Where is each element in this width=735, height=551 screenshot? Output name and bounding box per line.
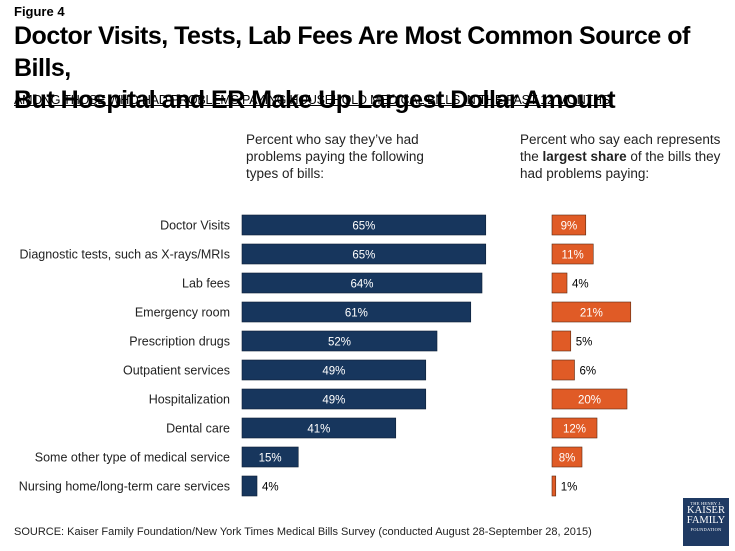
left-bar (241, 243, 487, 265)
left-bar (241, 446, 299, 468)
right-header-pre: Percent who say each represents the (520, 132, 721, 164)
left-value-label: 49% (322, 366, 345, 378)
right-header-bold: largest share (542, 149, 627, 164)
left-bar (241, 388, 427, 410)
left-value-label: 49% (322, 395, 345, 407)
left-bar (241, 214, 487, 236)
right-value-label: 5% (576, 337, 593, 349)
logo-line-4: FOUNDATION (690, 527, 722, 532)
category-label: Hospitalization (149, 393, 230, 407)
right-value-label: 1% (561, 482, 578, 494)
right-bar (551, 301, 632, 323)
left-value-label: 61% (345, 308, 368, 320)
logo-line-1: THE HENRY J. (690, 501, 722, 506)
chart-title: Doctor Visits, Tests, Lab Fees Are Most … (14, 20, 729, 116)
left-bar (241, 359, 427, 381)
category-label: Outpatient services (123, 364, 230, 378)
right-value-label: 21% (580, 308, 603, 320)
left-bar (241, 475, 258, 497)
category-label: Prescription drugs (129, 335, 230, 349)
kff-logo: THE HENRY J. KAISER FAMILY FOUNDATION (683, 498, 729, 546)
right-value-label: 8% (559, 453, 576, 465)
category-label: Some other type of medical service (35, 451, 230, 465)
right-bar (551, 417, 598, 439)
right-bar (551, 214, 587, 236)
category-label: Nursing home/long-term care services (19, 480, 230, 494)
right-bar (551, 359, 575, 381)
right-value-label: 4% (572, 279, 589, 291)
right-value-label: 12% (563, 424, 586, 436)
left-value-label: 64% (350, 279, 373, 291)
right-value-label: 11% (562, 250, 584, 262)
left-column-header: Percent who say they’ve had problems pay… (246, 132, 424, 181)
left-value-label: 65% (352, 221, 375, 233)
left-bar (241, 272, 483, 294)
left-value-label: 65% (352, 250, 375, 262)
left-bar (241, 330, 438, 352)
title-line-2: But Hospital and ER Make Up Largest Doll… (14, 86, 616, 114)
left-value-label: 41% (307, 424, 330, 436)
right-bar (551, 330, 572, 352)
source-note: SOURCE: Kaiser Family Foundation/New Yor… (14, 526, 592, 538)
right-column-header: Percent who say each represents the larg… (520, 131, 730, 182)
left-value-label: 4% (262, 482, 279, 494)
right-value-label: 20% (578, 395, 601, 407)
chart-subtitle: AMONG THOSE WHO HAD PROBLEMS PAYING HOUS… (14, 93, 614, 107)
category-label: Dental care (166, 422, 230, 436)
right-value-label: 6% (580, 366, 597, 378)
category-label: Emergency room (135, 306, 230, 320)
left-value-label: 52% (328, 337, 351, 349)
category-label: Lab fees (182, 277, 230, 291)
left-value-label: 15% (259, 453, 282, 465)
category-label: Doctor Visits (160, 219, 230, 233)
right-bar (551, 446, 583, 468)
left-bar (241, 301, 472, 323)
logo-line-3: FAMILY (686, 515, 726, 526)
left-bar (241, 417, 397, 439)
right-bar (551, 243, 594, 265)
title-line-1: Doctor Visits, Tests, Lab Fees Are Most … (14, 22, 690, 82)
right-bar (551, 272, 568, 294)
logo-line-2: KAISER (687, 505, 725, 516)
category-label: Diagnostic tests, such as X-rays/MRIs (20, 248, 230, 262)
right-header-post: of the bills they had problems paying: (520, 149, 721, 181)
right-bar (551, 388, 628, 410)
right-bar (551, 475, 557, 497)
figure-label: Figure 4 (14, 4, 65, 19)
right-value-label: 9% (561, 221, 578, 233)
